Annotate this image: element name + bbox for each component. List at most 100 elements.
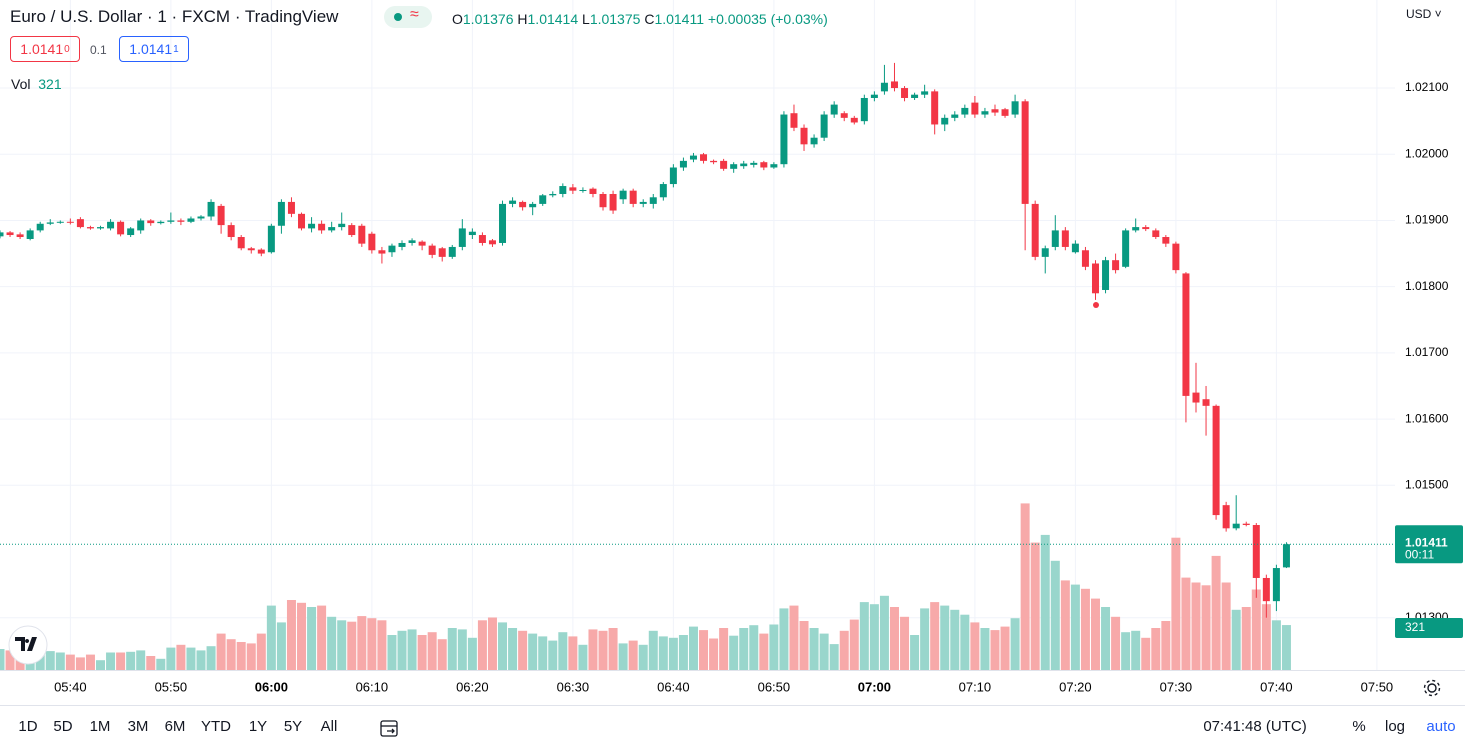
sell-button[interactable]: 1.0141 0 xyxy=(10,36,80,62)
candle-body xyxy=(398,242,406,247)
candle-body xyxy=(1162,237,1170,244)
candle-body xyxy=(710,160,718,163)
range-button[interactable]: 1M xyxy=(89,718,111,735)
candle-body xyxy=(991,109,999,113)
volume-bar xyxy=(1241,607,1251,670)
volume-bar xyxy=(397,630,407,670)
candle-body xyxy=(237,237,245,249)
candle-body xyxy=(589,188,597,194)
range-button[interactable]: 1Y xyxy=(248,718,268,735)
x-tick-label: 07:00 xyxy=(858,679,891,694)
range-button[interactable]: 5D xyxy=(53,718,73,735)
volume-bar xyxy=(568,636,578,670)
volume-bar xyxy=(889,607,899,670)
candle-body xyxy=(800,127,808,145)
candle-body xyxy=(659,184,667,198)
ohlc-value: 1.01375 xyxy=(589,11,641,27)
volume-bar xyxy=(1121,632,1131,670)
volume-bar xyxy=(1151,628,1161,670)
buy-pip: 1 xyxy=(173,43,179,55)
volume-bar xyxy=(518,630,528,670)
candle-body xyxy=(529,203,537,208)
candle-body xyxy=(941,117,949,125)
volume-bar xyxy=(226,639,236,670)
candle-body xyxy=(679,160,687,168)
candle-body xyxy=(931,91,939,125)
volume-bar xyxy=(729,635,739,670)
volume-bar xyxy=(960,614,970,670)
volume-bar xyxy=(377,620,387,670)
candle-body xyxy=(790,113,798,128)
volume-bar xyxy=(688,626,698,670)
ohlc-label: L xyxy=(582,11,590,27)
spread: 0.1 xyxy=(90,43,107,57)
volume-bar xyxy=(1070,584,1080,670)
volume-bar xyxy=(146,656,156,670)
clock[interactable]: 07:41:48 (UTC) xyxy=(1203,718,1307,735)
candle-body xyxy=(86,227,94,229)
candle-body xyxy=(599,193,607,208)
volume-bar xyxy=(719,628,729,670)
candle-body xyxy=(780,114,788,165)
candle-body xyxy=(1051,230,1059,247)
volume-bar xyxy=(538,636,548,670)
candle-body xyxy=(1222,505,1230,529)
settings-icon[interactable] xyxy=(1423,679,1441,697)
volume-bar xyxy=(859,602,869,670)
candle-body xyxy=(267,225,275,253)
range-button[interactable]: 1D xyxy=(18,718,38,735)
range-button[interactable]: 6M xyxy=(164,718,186,735)
range-button[interactable]: All xyxy=(320,718,338,735)
volume-bar xyxy=(618,643,628,670)
range-button[interactable]: 3M xyxy=(127,718,149,735)
log-toggle[interactable]: log xyxy=(1384,718,1406,735)
candle-body xyxy=(36,223,44,231)
market-status[interactable]: ≈ xyxy=(384,6,432,28)
volume-bar xyxy=(347,621,357,670)
buy-price: 1.0141 xyxy=(129,41,173,57)
volume-bar xyxy=(668,637,678,670)
candle-body xyxy=(1112,260,1120,271)
candle-body xyxy=(1041,248,1049,257)
candle-body xyxy=(1152,230,1160,238)
volume-bar xyxy=(256,633,266,670)
candle-body xyxy=(26,230,34,240)
volume-bar xyxy=(749,625,759,670)
volume-bar xyxy=(819,633,829,670)
volume-bar xyxy=(55,652,65,670)
percent-toggle[interactable]: % xyxy=(1352,718,1366,735)
candle-body xyxy=(830,104,838,115)
volume-bar xyxy=(337,620,347,670)
volume-bar xyxy=(216,633,226,670)
y-tick-label: 1.01800 xyxy=(1405,279,1449,293)
date-range-icon[interactable] xyxy=(380,720,398,737)
volume-bar xyxy=(498,622,508,670)
candle-body xyxy=(921,91,929,95)
volume-bar xyxy=(236,642,246,670)
range-button[interactable]: YTD xyxy=(201,718,231,735)
buy-button[interactable]: 1.0141 1 xyxy=(119,36,189,62)
auto-toggle[interactable]: auto xyxy=(1426,718,1456,735)
ohlc-value: 1.01376 xyxy=(462,11,514,27)
volume-bar xyxy=(417,635,427,670)
volume-bar xyxy=(1111,616,1121,670)
sell-pip: 0 xyxy=(64,43,70,55)
volume-bar xyxy=(1010,618,1020,670)
x-tick-label: 05:50 xyxy=(155,679,188,694)
symbol-title: Euro / U.S. Dollar · 1 · FXCM · TradingV… xyxy=(10,7,339,26)
candle-body xyxy=(579,190,587,192)
candle-body xyxy=(961,107,969,115)
volume-bar xyxy=(196,650,206,670)
candle-body xyxy=(840,113,848,118)
volume-bar xyxy=(1141,637,1151,670)
range-button[interactable]: 5Y xyxy=(283,718,303,735)
currency-menu[interactable]: USD ˅ xyxy=(1406,7,1442,21)
volume-bar xyxy=(508,628,518,670)
candle-body xyxy=(358,225,366,244)
volume-bar xyxy=(266,605,276,670)
volume-bar xyxy=(437,639,447,670)
volume-label: Vol xyxy=(11,76,31,92)
status-dot xyxy=(394,13,402,21)
candle-body xyxy=(1031,203,1039,257)
